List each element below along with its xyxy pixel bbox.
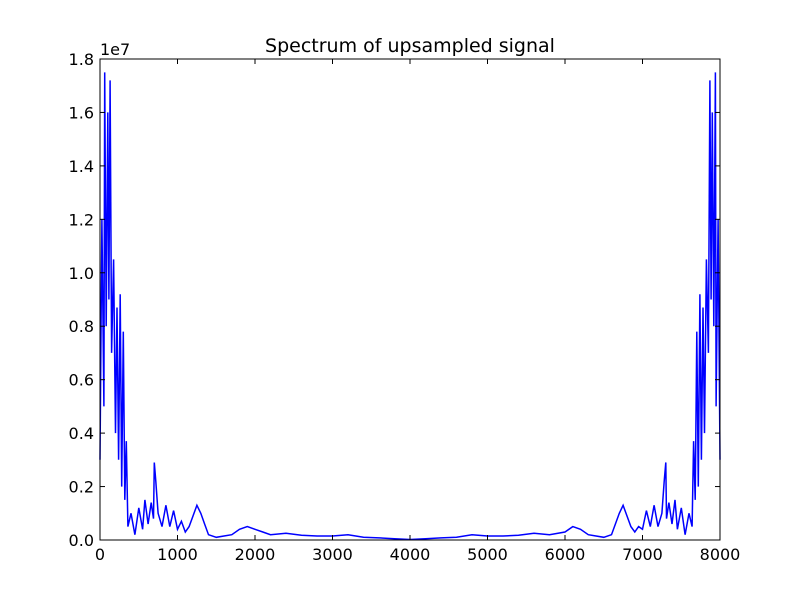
x-tick-label: 6000	[545, 545, 586, 564]
y-tick-label: 1.0	[69, 264, 94, 283]
y-tick-label: 0.8	[69, 317, 94, 336]
plot-area: 0 1000 2000 3000 4000 5000 6000 7000 8000 0.0 0.2…	[69, 50, 741, 564]
y-tick-label: 1.8	[69, 50, 94, 69]
x-tick-label: 4000	[390, 545, 431, 564]
x-tick-label: 8000	[700, 545, 741, 564]
x-tick-label: 0	[95, 545, 105, 564]
y-tick-label: 0.4	[69, 424, 94, 443]
x-tick-label: 2000	[235, 545, 276, 564]
y-tick-label: 0.0	[69, 531, 94, 550]
y-axis: 0.0 0.2 0.4 0.6 0.8 1.0 1.2 1.4 1.6 1.8	[69, 50, 720, 550]
x-tick-label: 7000	[622, 545, 663, 564]
x-tick-label: 1000	[157, 545, 198, 564]
series-layer	[99, 72, 721, 541]
x-tick-label: 5000	[467, 545, 508, 564]
chart-title: Spectrum of upsampled signal	[265, 35, 555, 57]
y-tick-label: 1.6	[69, 103, 94, 122]
series-line-0	[99, 72, 721, 541]
x-axis: 0 1000 2000 3000 4000 5000 6000 7000 8000	[95, 59, 740, 564]
y-tick-label: 1.4	[69, 157, 94, 176]
x-tick-label: 3000	[312, 545, 353, 564]
axes-frame	[99, 58, 721, 541]
y-tick-label: 0.2	[69, 478, 94, 497]
y-tick-label: 0.6	[69, 371, 94, 390]
y-tick-label: 1.2	[69, 210, 94, 229]
y-offset-label: 1e7	[100, 40, 130, 59]
